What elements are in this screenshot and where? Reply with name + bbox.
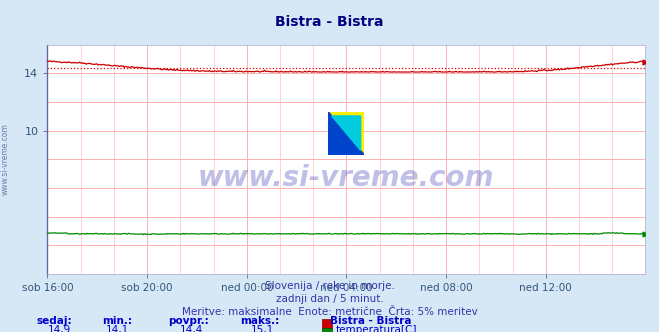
Text: temperatura[C]: temperatura[C] xyxy=(336,325,418,332)
Text: maks.:: maks.: xyxy=(241,316,280,326)
Text: www.si-vreme.com: www.si-vreme.com xyxy=(198,164,494,192)
Text: www.si-vreme.com: www.si-vreme.com xyxy=(1,124,10,195)
Text: 14,4: 14,4 xyxy=(179,325,203,332)
Text: Slovenija / reke in morje.: Slovenija / reke in morje. xyxy=(264,281,395,290)
Text: Bistra - Bistra: Bistra - Bistra xyxy=(330,316,411,326)
Text: Bistra - Bistra: Bistra - Bistra xyxy=(275,15,384,29)
Text: povpr.:: povpr.: xyxy=(168,316,209,326)
Text: 14,9: 14,9 xyxy=(47,325,71,332)
Text: 15,1: 15,1 xyxy=(250,325,274,332)
Polygon shape xyxy=(328,112,364,155)
Text: sedaj:: sedaj: xyxy=(36,316,72,326)
Polygon shape xyxy=(328,112,364,155)
Text: Meritve: maksimalne  Enote: metrične  Črta: 5% meritev: Meritve: maksimalne Enote: metrične Črta… xyxy=(182,307,477,317)
Text: min.:: min.: xyxy=(102,316,132,326)
Text: 14,1: 14,1 xyxy=(105,325,129,332)
Polygon shape xyxy=(331,116,360,150)
Text: zadnji dan / 5 minut.: zadnji dan / 5 minut. xyxy=(275,294,384,304)
